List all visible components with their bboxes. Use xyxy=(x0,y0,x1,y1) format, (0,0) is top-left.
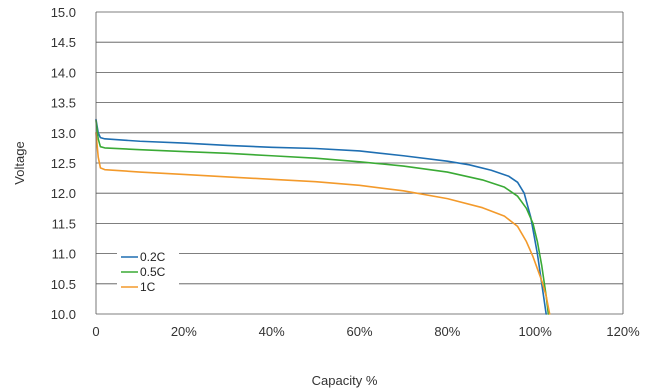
y-tick-label: 14.5 xyxy=(51,35,76,50)
y-tick-label: 13.0 xyxy=(51,126,76,141)
y-tick-label: 10.5 xyxy=(51,277,76,292)
y-tick-label: 11.0 xyxy=(52,247,76,262)
legend-label: 0.2C xyxy=(140,250,166,264)
x-axis-title: Capacity % xyxy=(312,373,378,388)
series-lines xyxy=(95,118,551,315)
y-tick-label: 11.5 xyxy=(52,216,76,231)
y-tick-label: 14.0 xyxy=(51,65,76,80)
axes: 10.0 10.5 11.0 11.5 12.0 12.5 13.0 13.5 14.0 14.5… xyxy=(51,5,640,339)
y-tick-label: 15.0 xyxy=(51,5,76,20)
y-tick-label: 10.0 xyxy=(51,307,76,322)
legend-label: 1C xyxy=(140,280,156,294)
series-line-0-5c xyxy=(95,119,550,315)
y-tick-label: 12.0 xyxy=(51,186,76,201)
y-tick-label: 12.5 xyxy=(51,156,76,171)
x-tick-label: 80% xyxy=(434,324,460,339)
x-tick-label: 120% xyxy=(606,324,640,339)
series-line-1c xyxy=(95,132,551,315)
y-tick-label: 13.5 xyxy=(51,96,76,111)
grid-lines xyxy=(96,11,623,315)
series-line-0-2c xyxy=(95,118,547,315)
legend-label: 0.5C xyxy=(140,265,166,279)
x-tick-label: 100% xyxy=(519,324,553,339)
x-tick-label: 60% xyxy=(346,324,372,339)
x-tick-label: 40% xyxy=(259,324,285,339)
y-axis-title: Voltage xyxy=(12,141,27,184)
x-tick-label: 20% xyxy=(171,324,197,339)
x-tick-label: 0 xyxy=(92,324,99,339)
